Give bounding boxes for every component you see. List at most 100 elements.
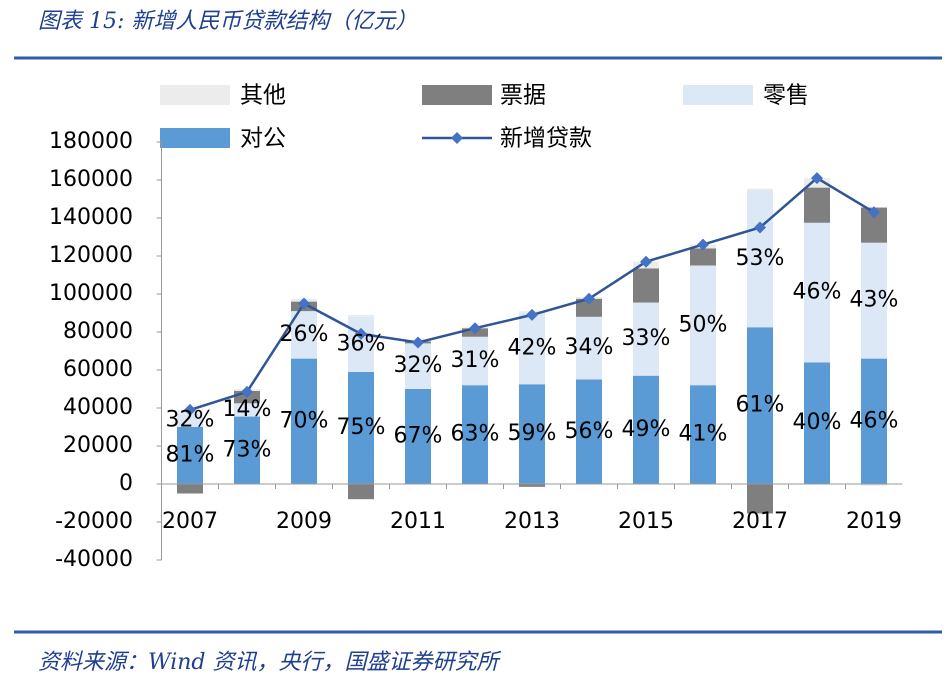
bar-segment — [177, 427, 203, 484]
line-marker — [469, 322, 481, 335]
data-label: 36% — [337, 331, 386, 356]
bar-segment — [348, 316, 374, 372]
bar-segment — [747, 484, 773, 514]
bar-segment — [405, 343, 431, 389]
bar-segment — [405, 389, 431, 484]
bar-segment — [348, 314, 374, 317]
line-marker — [526, 308, 538, 321]
data-label: 31% — [451, 348, 500, 373]
y-tick-label: 40000 — [63, 395, 133, 420]
bar-segment — [804, 362, 830, 484]
x-tick-label: 2015 — [618, 509, 674, 534]
bar-segment — [690, 265, 716, 386]
data-label: 50% — [679, 312, 728, 337]
bar-segment — [576, 379, 602, 484]
y-tick-label: 180000 — [49, 129, 133, 154]
line-marker — [868, 206, 880, 219]
y-tick-label: 0 — [119, 471, 133, 496]
data-label: 32% — [394, 353, 443, 378]
bar-segment — [576, 316, 602, 380]
bar-segment — [861, 242, 887, 359]
legend-label: 票据 — [500, 83, 546, 109]
data-label: 33% — [622, 326, 671, 351]
data-label: 53% — [736, 246, 785, 271]
bar-segment — [804, 187, 830, 223]
bar-segment — [861, 358, 887, 484]
bar-segment — [462, 385, 488, 484]
legend-label: 新增贷款 — [500, 126, 592, 152]
data-label: 81% — [166, 443, 215, 468]
y-tick-label: 120000 — [49, 243, 133, 268]
bar-segment — [291, 358, 317, 484]
data-label: 59% — [508, 421, 557, 446]
bar-segment — [690, 385, 716, 484]
bar-segment — [519, 384, 545, 484]
x-tick-label: 2007 — [162, 509, 218, 534]
line-marker — [298, 297, 310, 310]
line-marker — [184, 403, 196, 416]
bar-segment — [348, 484, 374, 500]
y-tick-label: 140000 — [49, 205, 133, 230]
data-label: 34% — [565, 335, 614, 360]
line-marker — [355, 327, 367, 340]
y-tick-label: 20000 — [63, 433, 133, 458]
data-label: 75% — [337, 415, 386, 440]
legend: 其他 票据 零售 对公 新增贷款 — [160, 83, 809, 152]
data-label: 14% — [223, 397, 272, 422]
data-label: 26% — [280, 322, 329, 347]
bar-segment — [519, 484, 545, 487]
data-label: 63% — [451, 422, 500, 447]
data-label: 49% — [622, 417, 671, 442]
data-label: 56% — [565, 419, 614, 444]
data-label: 43% — [850, 288, 899, 313]
bar-segment — [861, 484, 887, 486]
data-label: 42% — [508, 336, 557, 361]
bar-segment — [633, 302, 659, 376]
bar-segment — [348, 371, 374, 484]
source-note: 资料来源：Wind 资讯，央行，国盛证券研究所 — [38, 650, 502, 675]
bar-segment — [576, 298, 602, 317]
bar-segment — [633, 268, 659, 303]
line-marker — [640, 255, 652, 268]
y-tick-label: 80000 — [63, 319, 133, 344]
line-marker — [583, 292, 595, 305]
x-tick-label: 2013 — [504, 509, 560, 534]
legend-marker — [451, 132, 463, 144]
data-label: 67% — [394, 424, 443, 449]
legend-label: 零售 — [763, 83, 809, 109]
bar-segment — [462, 336, 488, 386]
data-label: 70% — [280, 408, 329, 433]
legend-label: 其他 — [240, 83, 286, 109]
legend-label: 对公 — [240, 126, 286, 152]
data-label: 41% — [679, 422, 728, 447]
bar-segment — [234, 416, 260, 484]
x-tick-label: 2009 — [276, 509, 332, 534]
bar-segment — [177, 413, 203, 427]
bar-segment — [234, 403, 260, 417]
y-tick-label: -20000 — [55, 509, 133, 534]
bar-segment — [633, 375, 659, 484]
legend-swatch — [422, 85, 492, 105]
chart-title: 图表 15: 新增人民币贷款结构（亿元） — [38, 9, 417, 34]
bar-segment — [804, 222, 830, 363]
bar-segment — [177, 484, 203, 494]
x-tick-label: 2017 — [732, 509, 788, 534]
legend-swatch — [160, 85, 230, 105]
line-marker — [754, 221, 766, 234]
data-label: 46% — [793, 280, 842, 305]
x-tick-label: 2019 — [846, 509, 902, 534]
bar-segment — [747, 190, 773, 328]
y-tick-label: 60000 — [63, 357, 133, 382]
bar-segment — [519, 313, 545, 385]
data-label: 46% — [850, 408, 899, 433]
data-label: 73% — [223, 437, 272, 462]
bar-segment — [690, 248, 716, 266]
y-tick-label: -40000 — [55, 547, 133, 572]
y-tick-label: 160000 — [49, 167, 133, 192]
x-tick-label: 2011 — [390, 509, 446, 534]
data-label: 61% — [736, 393, 785, 418]
data-label: 40% — [793, 410, 842, 435]
data-label: 32% — [166, 407, 215, 432]
line-marker — [412, 336, 424, 349]
